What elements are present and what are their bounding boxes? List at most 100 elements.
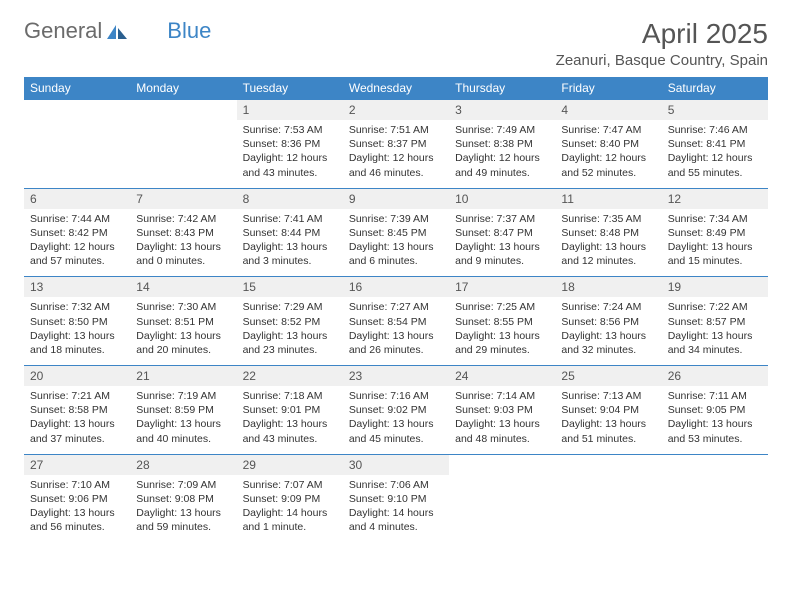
day-content: Sunrise: 7:11 AMSunset: 9:05 PMDaylight:… (666, 386, 764, 446)
day-cell: Sunrise: 7:32 AMSunset: 8:50 PMDaylight:… (24, 297, 130, 365)
weekday-header-row: SundayMondayTuesdayWednesdayThursdayFrid… (24, 77, 768, 100)
day-content: Sunrise: 7:09 AMSunset: 9:08 PMDaylight:… (134, 475, 232, 535)
day-number: 17 (449, 277, 555, 298)
weekday-header: Tuesday (237, 77, 343, 100)
weekday-header: Thursday (449, 77, 555, 100)
day-cell: Sunrise: 7:18 AMSunset: 9:01 PMDaylight:… (237, 386, 343, 454)
day-content: Sunrise: 7:35 AMSunset: 8:48 PMDaylight:… (559, 209, 657, 269)
day-number: 7 (130, 188, 236, 209)
day-content: Sunrise: 7:14 AMSunset: 9:03 PMDaylight:… (453, 386, 551, 446)
day-content: Sunrise: 7:46 AMSunset: 8:41 PMDaylight:… (666, 120, 764, 180)
day-number: 4 (555, 100, 661, 121)
day-number: 28 (130, 454, 236, 475)
day-number-row: 20212223242526 (24, 366, 768, 387)
empty-day-number (555, 454, 661, 475)
day-content: Sunrise: 7:07 AMSunset: 9:09 PMDaylight:… (241, 475, 339, 535)
weekday-header: Saturday (662, 77, 768, 100)
day-cell: Sunrise: 7:24 AMSunset: 8:56 PMDaylight:… (555, 297, 661, 365)
day-cell: Sunrise: 7:21 AMSunset: 8:58 PMDaylight:… (24, 386, 130, 454)
day-cell: Sunrise: 7:11 AMSunset: 9:05 PMDaylight:… (662, 386, 768, 454)
day-cell: Sunrise: 7:35 AMSunset: 8:48 PMDaylight:… (555, 209, 661, 277)
day-content: Sunrise: 7:22 AMSunset: 8:57 PMDaylight:… (666, 297, 764, 357)
day-number: 14 (130, 277, 236, 298)
day-cell: Sunrise: 7:41 AMSunset: 8:44 PMDaylight:… (237, 209, 343, 277)
day-number: 19 (662, 277, 768, 298)
day-content: Sunrise: 7:16 AMSunset: 9:02 PMDaylight:… (347, 386, 445, 446)
day-number: 5 (662, 100, 768, 121)
day-cell: Sunrise: 7:22 AMSunset: 8:57 PMDaylight:… (662, 297, 768, 365)
day-cell: Sunrise: 7:30 AMSunset: 8:51 PMDaylight:… (130, 297, 236, 365)
day-number: 13 (24, 277, 130, 298)
day-cell: Sunrise: 7:07 AMSunset: 9:09 PMDaylight:… (237, 475, 343, 543)
header: General Blue April 2025 Zeanuri, Basque … (24, 18, 768, 69)
day-content: Sunrise: 7:29 AMSunset: 8:52 PMDaylight:… (241, 297, 339, 357)
day-number: 27 (24, 454, 130, 475)
day-cell: Sunrise: 7:44 AMSunset: 8:42 PMDaylight:… (24, 209, 130, 277)
day-content-row: Sunrise: 7:10 AMSunset: 9:06 PMDaylight:… (24, 475, 768, 543)
day-number: 9 (343, 188, 449, 209)
day-cell: Sunrise: 7:46 AMSunset: 8:41 PMDaylight:… (662, 120, 768, 188)
day-content: Sunrise: 7:34 AMSunset: 8:49 PMDaylight:… (666, 209, 764, 269)
day-cell: Sunrise: 7:13 AMSunset: 9:04 PMDaylight:… (555, 386, 661, 454)
day-cell: Sunrise: 7:27 AMSunset: 8:54 PMDaylight:… (343, 297, 449, 365)
day-content: Sunrise: 7:21 AMSunset: 8:58 PMDaylight:… (28, 386, 126, 446)
day-cell: Sunrise: 7:42 AMSunset: 8:43 PMDaylight:… (130, 209, 236, 277)
weekday-header: Sunday (24, 77, 130, 100)
day-cell: Sunrise: 7:10 AMSunset: 9:06 PMDaylight:… (24, 475, 130, 543)
day-content: Sunrise: 7:18 AMSunset: 9:01 PMDaylight:… (241, 386, 339, 446)
day-cell: Sunrise: 7:53 AMSunset: 8:36 PMDaylight:… (237, 120, 343, 188)
day-number: 20 (24, 366, 130, 387)
day-cell: Sunrise: 7:25 AMSunset: 8:55 PMDaylight:… (449, 297, 555, 365)
logo-text-gray: General (24, 18, 102, 44)
day-content: Sunrise: 7:51 AMSunset: 8:37 PMDaylight:… (347, 120, 445, 180)
logo-text-blue: Blue (167, 18, 211, 44)
day-number: 1 (237, 100, 343, 121)
day-cell: Sunrise: 7:09 AMSunset: 9:08 PMDaylight:… (130, 475, 236, 543)
empty-day-number (130, 100, 236, 121)
day-number: 12 (662, 188, 768, 209)
empty-day-cell (449, 475, 555, 543)
day-content: Sunrise: 7:39 AMSunset: 8:45 PMDaylight:… (347, 209, 445, 269)
empty-day-cell (24, 120, 130, 188)
day-content: Sunrise: 7:10 AMSunset: 9:06 PMDaylight:… (28, 475, 126, 535)
empty-day-number (24, 100, 130, 121)
day-content-row: Sunrise: 7:53 AMSunset: 8:36 PMDaylight:… (24, 120, 768, 188)
day-content: Sunrise: 7:37 AMSunset: 8:47 PMDaylight:… (453, 209, 551, 269)
day-cell: Sunrise: 7:29 AMSunset: 8:52 PMDaylight:… (237, 297, 343, 365)
day-content: Sunrise: 7:42 AMSunset: 8:43 PMDaylight:… (134, 209, 232, 269)
day-number: 23 (343, 366, 449, 387)
day-cell: Sunrise: 7:37 AMSunset: 8:47 PMDaylight:… (449, 209, 555, 277)
day-content-row: Sunrise: 7:32 AMSunset: 8:50 PMDaylight:… (24, 297, 768, 365)
day-number: 11 (555, 188, 661, 209)
day-cell: Sunrise: 7:39 AMSunset: 8:45 PMDaylight:… (343, 209, 449, 277)
day-content: Sunrise: 7:49 AMSunset: 8:38 PMDaylight:… (453, 120, 551, 180)
day-number: 24 (449, 366, 555, 387)
day-cell: Sunrise: 7:14 AMSunset: 9:03 PMDaylight:… (449, 386, 555, 454)
day-cell: Sunrise: 7:47 AMSunset: 8:40 PMDaylight:… (555, 120, 661, 188)
day-cell: Sunrise: 7:06 AMSunset: 9:10 PMDaylight:… (343, 475, 449, 543)
day-number: 18 (555, 277, 661, 298)
day-content: Sunrise: 7:32 AMSunset: 8:50 PMDaylight:… (28, 297, 126, 357)
day-cell: Sunrise: 7:19 AMSunset: 8:59 PMDaylight:… (130, 386, 236, 454)
day-number-row: 13141516171819 (24, 277, 768, 298)
weekday-header: Monday (130, 77, 236, 100)
day-number: 16 (343, 277, 449, 298)
weekday-header: Wednesday (343, 77, 449, 100)
day-content: Sunrise: 7:25 AMSunset: 8:55 PMDaylight:… (453, 297, 551, 357)
day-number: 22 (237, 366, 343, 387)
day-content-row: Sunrise: 7:44 AMSunset: 8:42 PMDaylight:… (24, 209, 768, 277)
day-number: 2 (343, 100, 449, 121)
sail-icon (105, 23, 129, 41)
day-content: Sunrise: 7:47 AMSunset: 8:40 PMDaylight:… (559, 120, 657, 180)
empty-day-number (662, 454, 768, 475)
day-content: Sunrise: 7:53 AMSunset: 8:36 PMDaylight:… (241, 120, 339, 180)
weekday-header: Friday (555, 77, 661, 100)
empty-day-cell (662, 475, 768, 543)
day-content: Sunrise: 7:41 AMSunset: 8:44 PMDaylight:… (241, 209, 339, 269)
day-content: Sunrise: 7:24 AMSunset: 8:56 PMDaylight:… (559, 297, 657, 357)
day-number: 15 (237, 277, 343, 298)
day-number: 26 (662, 366, 768, 387)
month-title: April 2025 (556, 18, 768, 50)
title-block: April 2025 Zeanuri, Basque Country, Spai… (556, 18, 768, 69)
day-cell: Sunrise: 7:16 AMSunset: 9:02 PMDaylight:… (343, 386, 449, 454)
